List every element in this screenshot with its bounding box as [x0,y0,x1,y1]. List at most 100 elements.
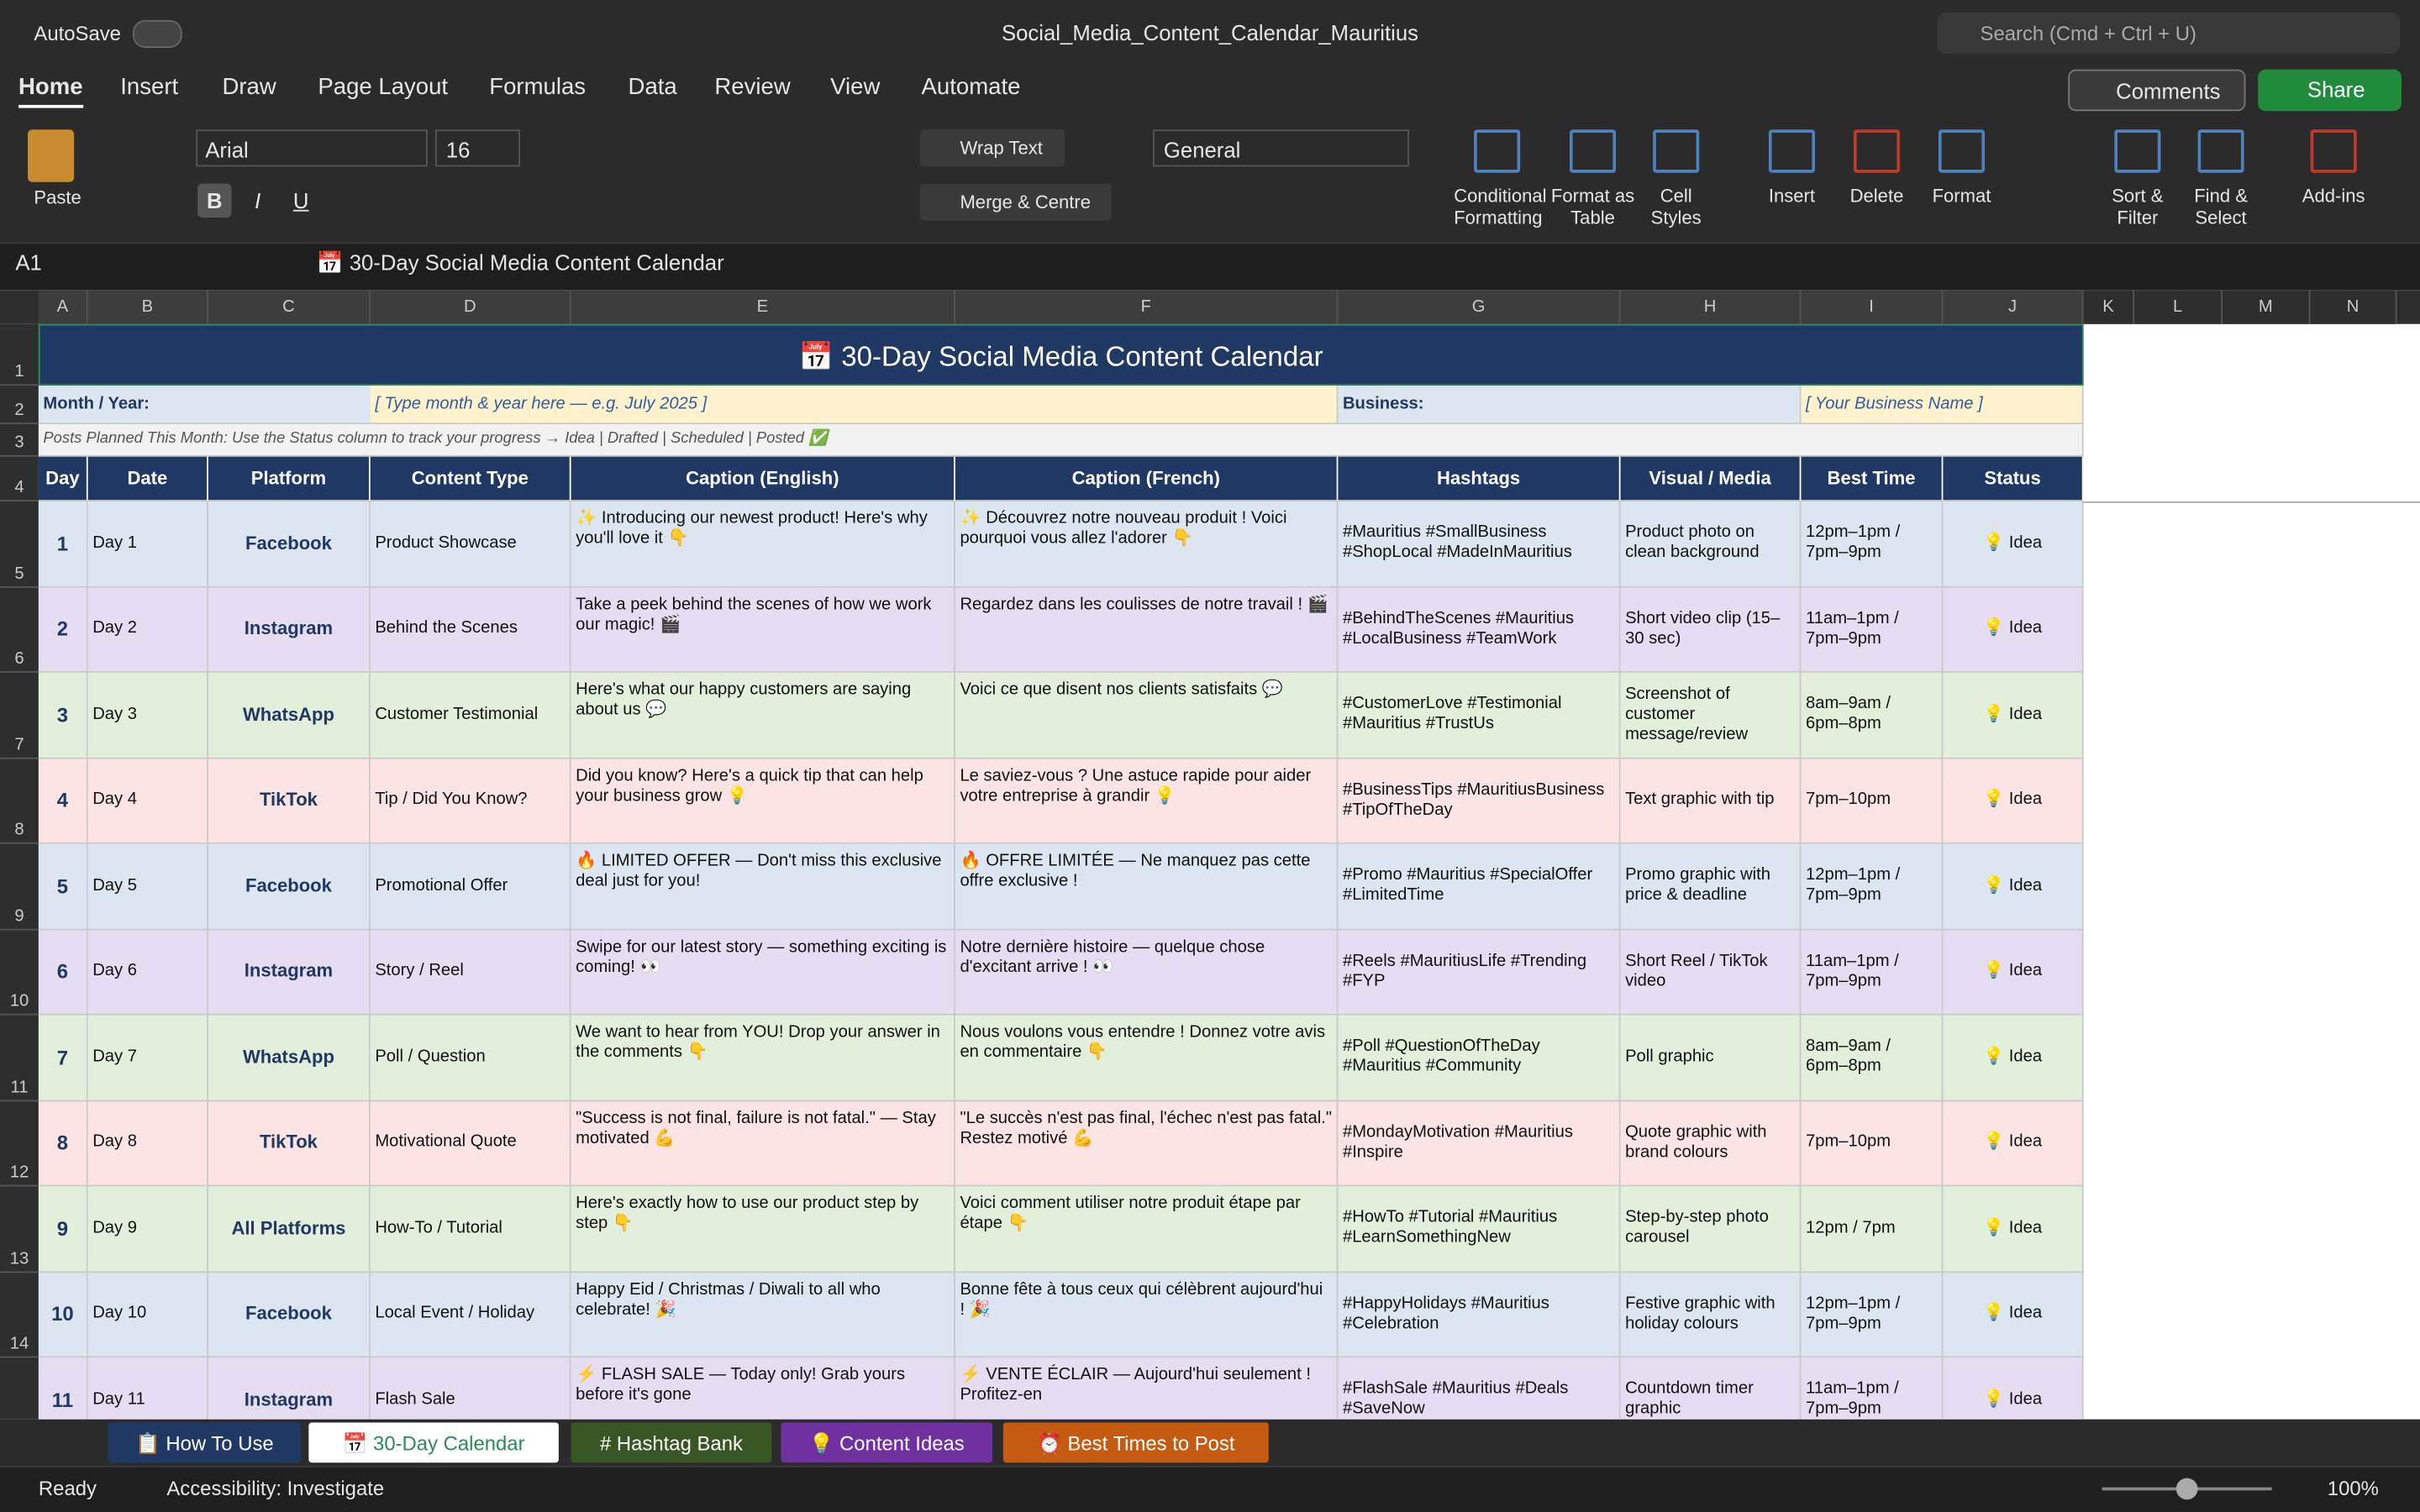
row-header[interactable]: 4 [0,457,39,501]
note-cell[interactable]: Posts Planned This Month: Use the Status… [38,424,2084,457]
data-cell[interactable]: Day 1 [87,501,208,587]
data-cell[interactable]: 7pm–10pm [1801,1100,1944,1187]
data-cell[interactable]: 4 [38,758,88,844]
menu-tab[interactable]: Home [18,74,83,108]
row-header[interactable]: 7 [0,673,39,759]
data-cell[interactable]: Countdown timer graphic [1620,1357,1802,1420]
data-cell[interactable]: #HowTo #Tutorial #Mauritius #LearnSometh… [1338,1186,1621,1273]
data-cell[interactable]: 3 [38,672,88,759]
group-label[interactable]: Insert [1768,185,1816,207]
data-cell[interactable]: 💡 Idea [1943,843,2084,930]
group-icon[interactable] [1653,129,1700,173]
row-header[interactable]: 12 [0,1101,39,1187]
data-cell[interactable]: TikTok [208,758,371,844]
data-cell[interactable]: Day 6 [87,929,208,1016]
data-cell[interactable]: #BusinessTips #MauritiusBusiness #TipOfT… [1338,758,1621,844]
comments-button[interactable]: Comments [2068,69,2246,112]
data-cell[interactable]: Promotional Offer [370,843,571,930]
data-cell[interactable]: Flash Sale [370,1357,571,1420]
data-cell[interactable]: Poll / Question [370,1015,571,1101]
font-box[interactable]: Arial [196,129,428,167]
data-cell[interactable]: #HappyHolidays #Mauritius #Celebration [1338,1272,1621,1358]
data-cell[interactable]: Promo graphic with price & deadline [1620,843,1802,930]
data-cell[interactable]: #BehindTheScenes #Mauritius #LocalBusine… [1338,586,1621,673]
data-cell[interactable]: Notre dernière histoire — quelque chose … [955,929,1339,1016]
filename[interactable]: Social_Media_Content_Calendar_Mauritius [1001,19,1418,45]
row-header[interactable]: 11 [0,1016,39,1101]
data-cell[interactable]: 12pm–1pm / 7pm–9pm [1801,501,1944,587]
data-cell[interactable]: Motivational Quote [370,1100,571,1187]
data-cell[interactable]: Happy Eid / Christmas / Diwali to all wh… [571,1272,955,1358]
name-box[interactable]: A1 [15,249,42,275]
row-header[interactable]: 13 [0,1186,39,1273]
data-cell[interactable]: WhatsApp [208,672,371,759]
data-cell[interactable]: Regardez dans les coulisses de notre tra… [955,586,1339,673]
autosave-toggle[interactable] [132,19,182,48]
header-cell[interactable]: Content Type [370,456,571,501]
data-cell[interactable]: 6 [38,929,88,1016]
data-cell[interactable]: Customer Testimonial [370,672,571,759]
data-cell[interactable]: 💡 Idea [1943,672,2084,759]
data-cell[interactable]: 🔥 OFFRE LIMITÉE — Ne manquez pas cette o… [955,843,1339,930]
data-cell[interactable]: 8am–9am / 6pm–8pm [1801,672,1944,759]
data-cell[interactable]: Product photo on clean background [1620,501,1802,587]
menu-tab[interactable]: Insert [120,74,179,101]
column-header[interactable]: J [1943,290,2084,324]
group-label[interactable]: Format [1932,185,1991,207]
data-cell[interactable]: ✨ Découvrez notre nouveau produit ! Voic… [955,501,1339,587]
menu-tab[interactable]: Formulas [489,74,587,101]
group-label[interactable]: Conditional Formatting [1454,185,1547,228]
sheet-tab[interactable]: 📋 How To Use [108,1422,302,1463]
data-cell[interactable]: 10 [38,1272,88,1358]
data-cell[interactable]: 💡 Idea [1943,929,2084,1016]
column-header[interactable]: B [87,290,208,324]
business-value[interactable]: [ Your Business Name ] [1801,386,2084,425]
wrap-button[interactable]: Wrap Text [919,129,1065,167]
menu-tab[interactable]: Data [628,74,677,101]
menu-tab[interactable]: Automate [921,74,1021,101]
row-header[interactable]: 10 [0,930,39,1016]
data-cell[interactable]: "Success is not final, failure is not fa… [571,1100,955,1187]
column-header[interactable]: D [370,290,571,324]
data-cell[interactable]: Facebook [208,501,371,587]
row-header[interactable]: 8 [0,759,39,844]
paste-label[interactable]: Paste [34,186,82,208]
data-cell[interactable]: 11am–1pm / 7pm–9pm [1801,586,1944,673]
data-cell[interactable]: Did you know? Here's a quick tip that ca… [571,758,955,844]
menu-tab[interactable]: View [830,74,881,101]
data-cell[interactable]: Behind the Scenes [370,586,571,673]
add-sheet[interactable] [1293,1422,1324,1462]
business-label[interactable]: Business: [1338,386,1802,425]
zoom-knob[interactable] [2175,1478,2198,1500]
data-cell[interactable]: Facebook [208,843,371,930]
data-cell[interactable]: Screenshot of customer message/review [1620,672,1802,759]
header-cell[interactable]: Date [87,456,208,501]
data-cell[interactable]: 11 [38,1357,88,1420]
group-label[interactable]: Add-ins [2302,185,2365,207]
data-cell[interactable]: Facebook [208,1272,371,1358]
data-cell[interactable]: 2 [38,586,88,673]
data-cell[interactable]: #MondayMotivation #Mauritius #Inspire [1338,1100,1621,1187]
column-header[interactable]: G [1338,290,1621,324]
group-icon[interactable] [1938,129,1986,173]
group-icon[interactable] [2114,129,2161,173]
column-header[interactable]: C [208,290,371,324]
group-icon[interactable] [1474,129,1521,173]
header-cell[interactable]: Hashtags [1338,456,1621,501]
status-accessibility[interactable]: Accessibility: Investigate [166,1476,385,1500]
data-cell[interactable]: Local Event / Holiday [370,1272,571,1358]
data-cell[interactable]: Day 8 [87,1100,208,1187]
data-cell[interactable]: Bonne fête à tous ceux qui célèbrent auj… [955,1272,1339,1358]
style-button[interactable]: U [292,188,309,213]
column-header[interactable]: I [1801,290,1944,324]
data-cell[interactable]: Day 2 [87,586,208,673]
data-cell[interactable]: 12pm / 7pm [1801,1186,1944,1273]
data-cell[interactable]: Voici comment utiliser notre produit éta… [955,1186,1339,1273]
number-format[interactable]: General [1153,129,1409,167]
menu-tab[interactable]: Review [714,74,791,101]
data-cell[interactable]: Here's exactly how to use our product st… [571,1186,955,1273]
group-label[interactable]: Find & Select [2194,185,2248,228]
sheet-tab[interactable]: # Hashtag Bank [571,1422,772,1463]
data-cell[interactable]: 💡 Idea [1943,501,2084,587]
data-cell[interactable]: How-To / Tutorial [370,1186,571,1273]
